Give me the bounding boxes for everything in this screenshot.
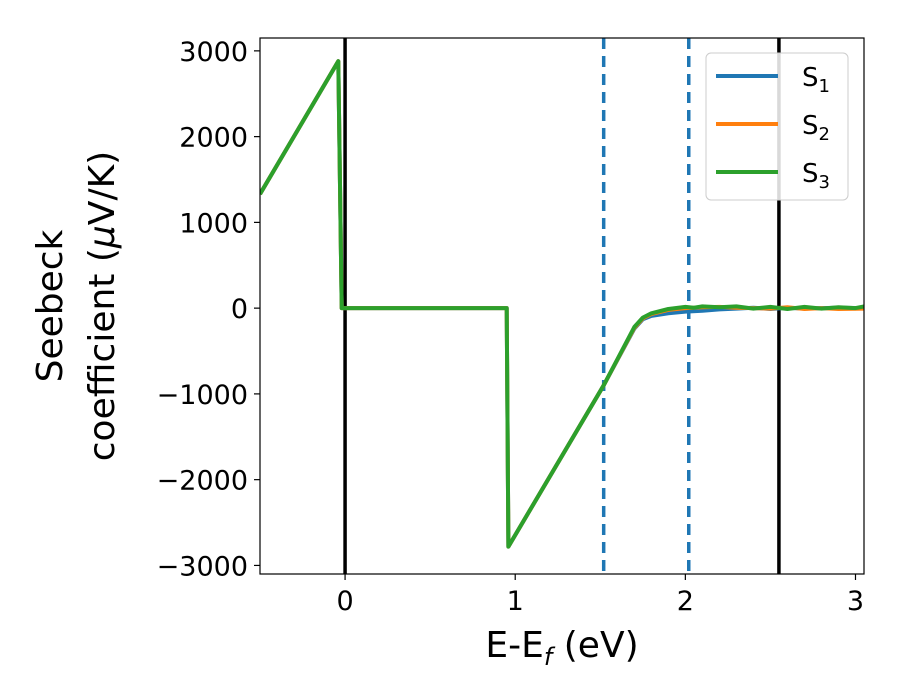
y-tick-label: 1000 bbox=[179, 208, 248, 239]
x-tick-label: 0 bbox=[336, 586, 353, 617]
x-tick-label: 1 bbox=[507, 586, 524, 617]
series-lines bbox=[260, 59, 864, 549]
y-axis-label: Seebeck coefficient (μV/K) bbox=[30, 151, 123, 461]
legend: S1 S2 S3 bbox=[705, 52, 849, 201]
y-tick-label: 3000 bbox=[179, 37, 248, 68]
series-line-S3 bbox=[260, 59, 864, 549]
legend-box bbox=[705, 52, 849, 201]
legend-label-S1: S1 bbox=[802, 63, 830, 97]
y-tick-label: −2000 bbox=[157, 466, 248, 497]
plot-frame bbox=[259, 37, 865, 575]
y-tick-label: 0 bbox=[231, 294, 248, 325]
legend-label-S2: S2 bbox=[802, 111, 830, 145]
y-tick-label: 2000 bbox=[179, 123, 248, 154]
axis-ticks: 0 1 2 3 3000 2000 1000 0 −1000 −2000 −3000 bbox=[157, 37, 864, 617]
x-axis-label: E-Ef (eV) bbox=[485, 625, 638, 671]
y-tick-label: −1000 bbox=[157, 380, 248, 411]
y-tick-label: −3000 bbox=[157, 551, 248, 582]
y-axis-label-line1: Seebeck bbox=[30, 229, 71, 382]
legend-label-S3: S3 bbox=[802, 159, 830, 193]
y-axis-label-line2: coefficient (μV/K) bbox=[82, 151, 123, 461]
x-tick-label: 3 bbox=[847, 586, 864, 617]
x-tick-label: 2 bbox=[677, 586, 694, 617]
